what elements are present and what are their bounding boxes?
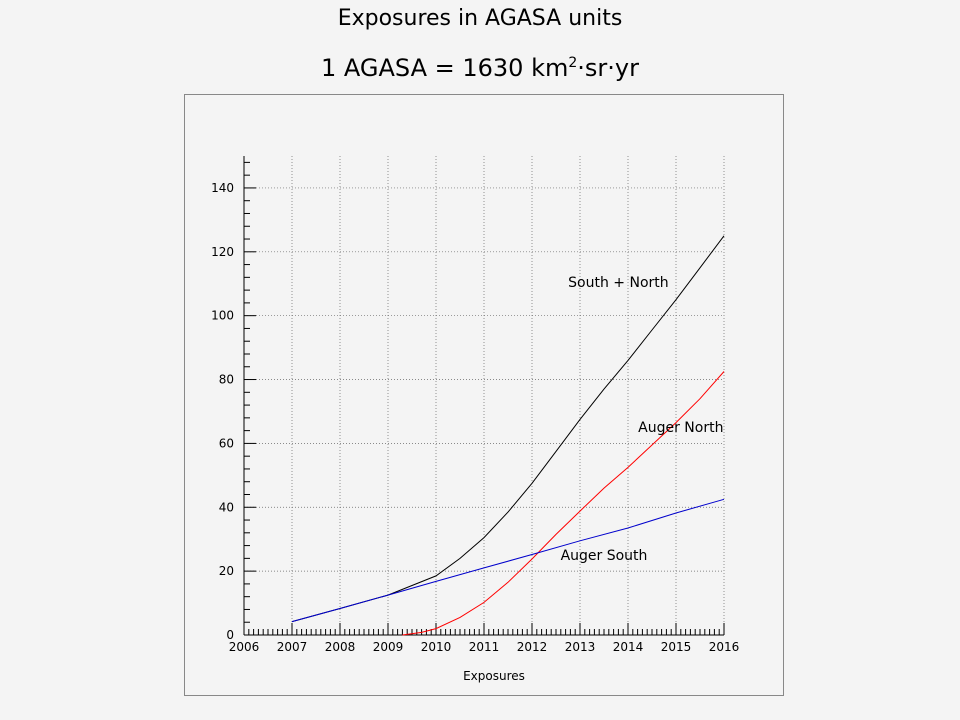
x-tick-label: 2010 — [421, 640, 452, 654]
plot-frame: 2006 2007 2008 2009 2010 2011 2012 2013 2014 2015… — [184, 94, 784, 696]
y-tick-label: 60 — [219, 436, 234, 450]
series-line-auger-south — [291, 498, 725, 623]
x-axis-label: Exposures — [463, 669, 525, 683]
y-tick-label: 120 — [211, 245, 234, 259]
y-tick-label: 20 — [219, 564, 234, 578]
x-tick-label: 2015 — [661, 640, 692, 654]
y-tick-label: 40 — [219, 500, 234, 514]
chart-title: Exposures in AGASA units — [337, 6, 623, 31]
subtitle-main: 1 AGASA = 1630 km — [321, 54, 569, 82]
annotation-auger-south: Auger South — [561, 548, 648, 564]
annotation-auger-north: Auger North — [638, 420, 723, 436]
x-tick-label: 2006 — [229, 640, 260, 654]
series-line-south-north — [291, 235, 725, 623]
series-lines — [291, 235, 725, 636]
x-tick-label: 2012 — [517, 640, 548, 654]
axes: 2006 2007 2008 2009 2010 2011 2012 2013 2014 2015… — [211, 156, 739, 683]
series-line-auger-north — [402, 371, 725, 636]
exposure-chart: 2006 2007 2008 2009 2010 2011 2012 2013 2014 2015… — [211, 156, 739, 683]
x-tick-label: 2009 — [373, 640, 404, 654]
x-tick-label: 2008 — [325, 640, 356, 654]
y-tick-label: 0 — [226, 628, 234, 642]
annotation-south-north: South + North — [568, 275, 668, 291]
x-tick-label: 2014 — [613, 640, 644, 654]
x-tick-label: 2016 — [709, 640, 740, 654]
y-tick-label: 100 — [211, 309, 234, 323]
chart-subtitle: 1 AGASA = 1630 km2·sr·yr — [0, 54, 960, 82]
y-tick-label: 140 — [211, 181, 234, 195]
annotations: South + North Auger North Auger South — [561, 275, 724, 564]
subtitle-superscript: 2 — [568, 55, 578, 71]
grid — [243, 156, 725, 636]
x-tick-label: 2013 — [565, 640, 596, 654]
x-tick-label: 2011 — [469, 640, 500, 654]
y-tick-label: 80 — [219, 373, 234, 387]
x-tick-label: 2007 — [277, 640, 308, 654]
subtitle-tail: ·sr·yr — [577, 54, 639, 82]
